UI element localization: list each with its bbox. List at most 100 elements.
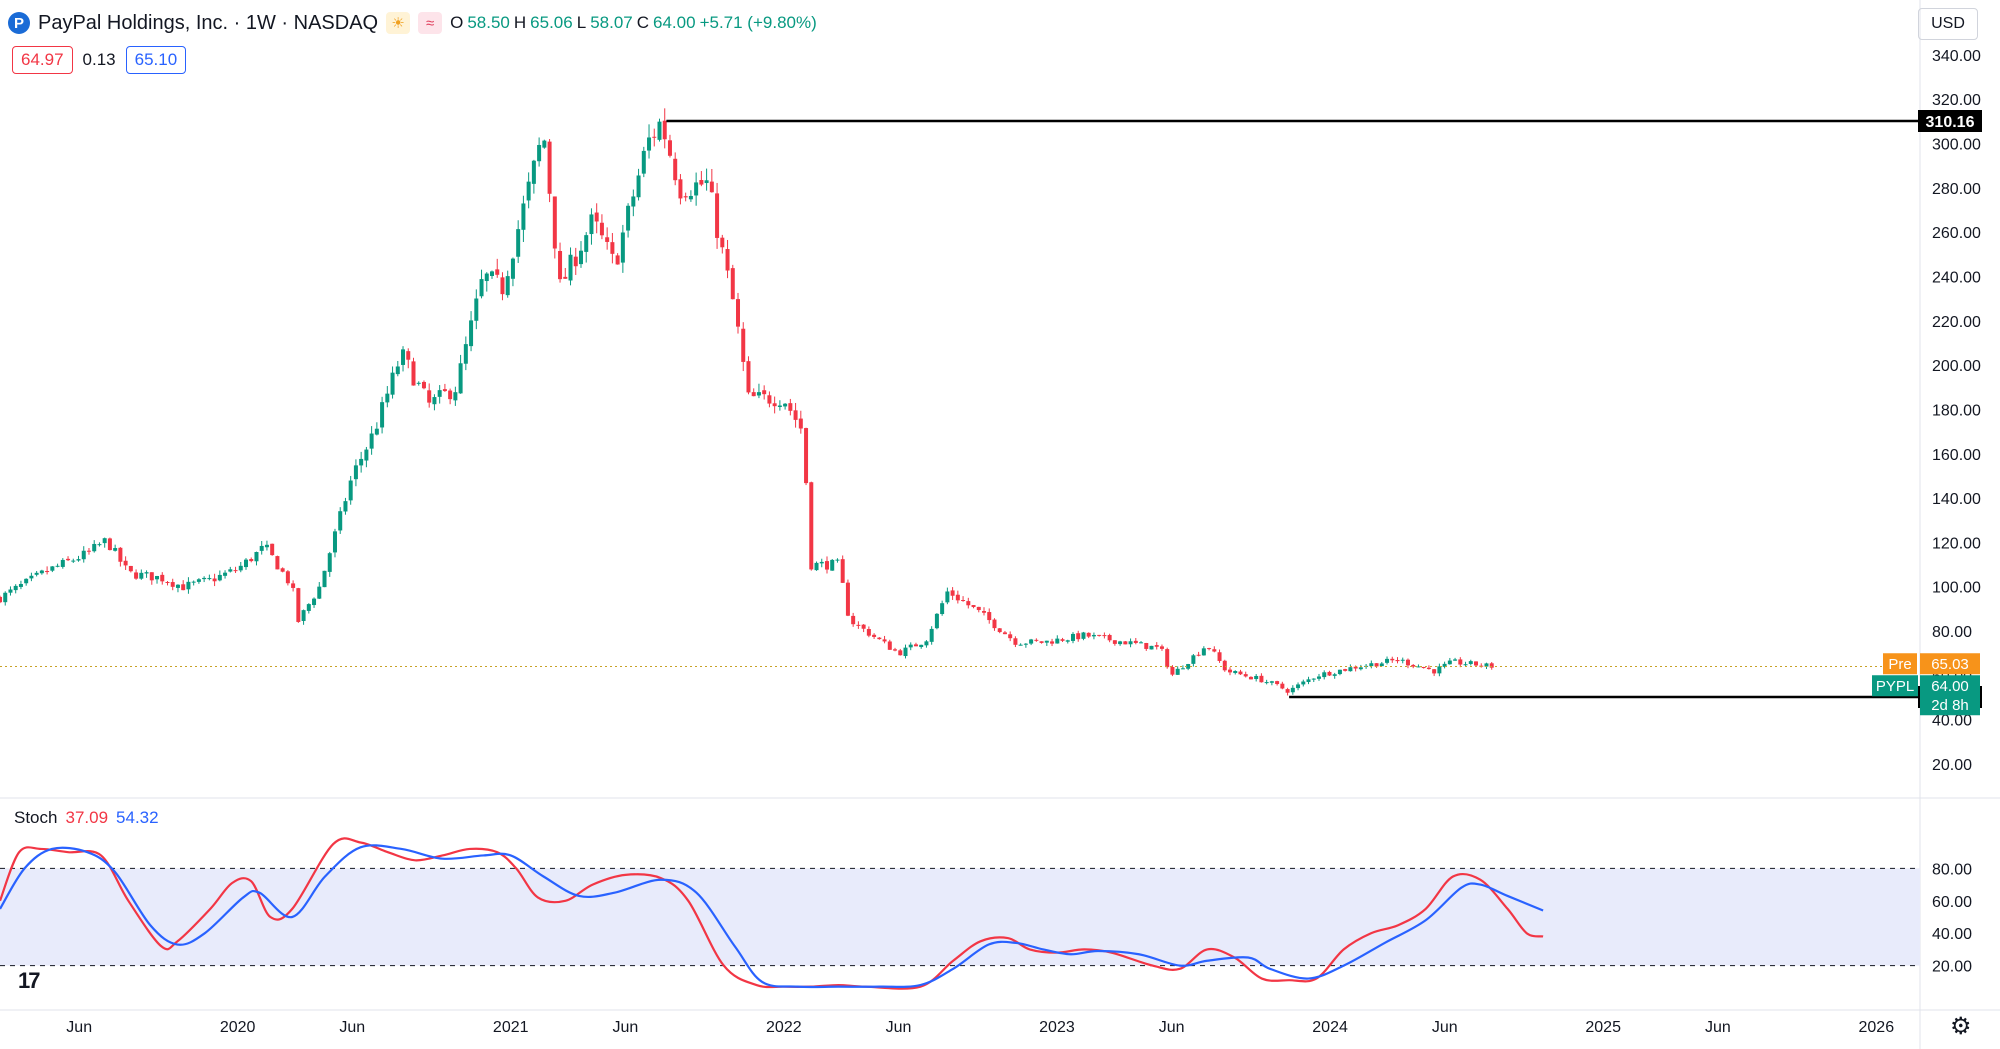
candle-body (348, 480, 353, 501)
candle-body (1039, 641, 1044, 643)
candle-body (1060, 639, 1065, 641)
pre-tag-label: Pre (1888, 656, 1911, 673)
candle-body (144, 572, 149, 574)
candle-body (662, 120, 667, 140)
candle-body (97, 544, 102, 546)
price-tick-label: 120.00 (1932, 535, 1981, 552)
candle-body (599, 222, 604, 236)
candle-body (945, 591, 950, 603)
candle-body (667, 140, 672, 156)
candle-body (1222, 660, 1227, 671)
candle-body (113, 548, 118, 551)
candle-body (1008, 634, 1013, 639)
ticker-symbol: PYPL (1876, 678, 1914, 695)
candle-body (249, 559, 254, 562)
candle-body (589, 214, 594, 235)
candle-body (678, 179, 683, 199)
candle-body (1196, 654, 1201, 656)
candle-body (1034, 639, 1039, 641)
price-tick-label: 100.00 (1932, 580, 1981, 597)
ticker-tag (1872, 675, 1918, 697)
candle-body (484, 273, 489, 282)
candle-body (107, 538, 112, 551)
candle-body (908, 644, 913, 648)
pre-tag (1883, 653, 1917, 675)
time-tick-label: 2023 (1039, 1019, 1075, 1036)
candle-body (285, 571, 290, 584)
candle-body (877, 637, 882, 640)
candle-body (1070, 633, 1075, 641)
candle-body (1343, 669, 1348, 671)
price-tick-label: 260.00 (1932, 225, 1981, 242)
candle-body (866, 629, 871, 636)
time-axis: Jun 2020 Jun 2021 Jun 2022 Jun 2023 Jun 2024 Jun 20… (66, 1019, 1894, 1036)
candle-body (1139, 642, 1144, 644)
buy-price-button[interactable]: 65.10 (125, 46, 187, 74)
candle-body (1484, 663, 1489, 667)
candle-body (1332, 674, 1337, 676)
candle-body (128, 565, 133, 572)
candle-body (1133, 640, 1138, 643)
tradingview-logo-icon[interactable]: 17 (18, 968, 41, 993)
candle-body (432, 397, 437, 405)
wave-icon[interactable]: ≈ (418, 12, 443, 34)
currency-selector[interactable]: USD (1918, 8, 1978, 40)
candle-body (934, 613, 939, 629)
chart-header: P PayPal Holdings, Inc. · 1W · NASDAQ ☀ … (8, 8, 817, 38)
candle-body (746, 361, 751, 393)
stoch-d-line (0, 844, 1544, 989)
candle-body (547, 141, 552, 194)
candle-body (1411, 664, 1416, 667)
time-tick-label: 2024 (1312, 1019, 1348, 1036)
candle-body (804, 428, 809, 484)
candle-body (793, 410, 798, 420)
candle-body (516, 229, 521, 257)
gear-icon[interactable]: ⚙ (1950, 1013, 1972, 1040)
sell-price-button[interactable]: 64.97 (12, 46, 73, 74)
sun-icon[interactable]: ☀ (386, 12, 411, 34)
candle-body (552, 196, 557, 249)
candle-body (730, 268, 735, 300)
candle-body (149, 572, 154, 581)
candle-body (950, 590, 955, 596)
candle-body (421, 381, 426, 389)
candle-body (1191, 655, 1196, 664)
candle-body (772, 403, 777, 407)
candle-body (1186, 664, 1191, 669)
candle-body (845, 582, 850, 616)
stoch-d-value: 54.32 (116, 808, 159, 827)
candle-body (244, 559, 249, 568)
pre-price-badge (1920, 653, 1980, 675)
candle-body (1149, 645, 1154, 650)
stoch-tick-label: 20.00 (1932, 959, 1972, 976)
candle-body (212, 578, 217, 582)
stoch-legend[interactable]: Stoch 37.09 54.32 (14, 808, 159, 828)
candle-body (1044, 640, 1049, 643)
candle-body (155, 575, 160, 580)
time-tick-label: Jun (1159, 1019, 1185, 1036)
stoch-k-value: 37.09 (65, 808, 109, 827)
time-tick-label: 2022 (766, 1019, 802, 1036)
candle-body (369, 433, 374, 449)
candle-body (840, 559, 845, 583)
candle-body (24, 578, 29, 584)
candle-body (479, 279, 484, 297)
candle-body (60, 559, 65, 567)
level-badge (1918, 110, 1982, 132)
candle-body (1458, 659, 1463, 665)
symbol-title[interactable]: PayPal Holdings, Inc. · 1W · NASDAQ (38, 11, 379, 34)
pre-price-value: 65.03 (1931, 656, 1969, 673)
candle-body (1348, 667, 1353, 672)
candle-body (118, 547, 123, 562)
candle-body (919, 644, 924, 648)
stoch-tick-label: 40.00 (1932, 926, 1972, 943)
price-tick-label: 40.00 (1932, 713, 1972, 730)
candle-body (762, 390, 767, 395)
candle-body (50, 566, 55, 571)
candle-body (1154, 645, 1159, 647)
candle-body (1259, 675, 1264, 683)
candle-body (495, 269, 500, 275)
candle-body (191, 581, 196, 583)
bid-ask: 64.97 0.13 65.10 (12, 46, 187, 74)
